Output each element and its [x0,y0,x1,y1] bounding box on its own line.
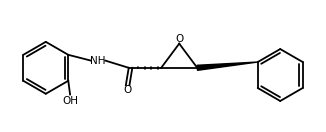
Text: NH: NH [90,56,106,66]
Text: O: O [175,34,183,44]
Text: OH: OH [62,96,78,106]
Polygon shape [197,62,258,70]
Text: O: O [124,85,132,95]
